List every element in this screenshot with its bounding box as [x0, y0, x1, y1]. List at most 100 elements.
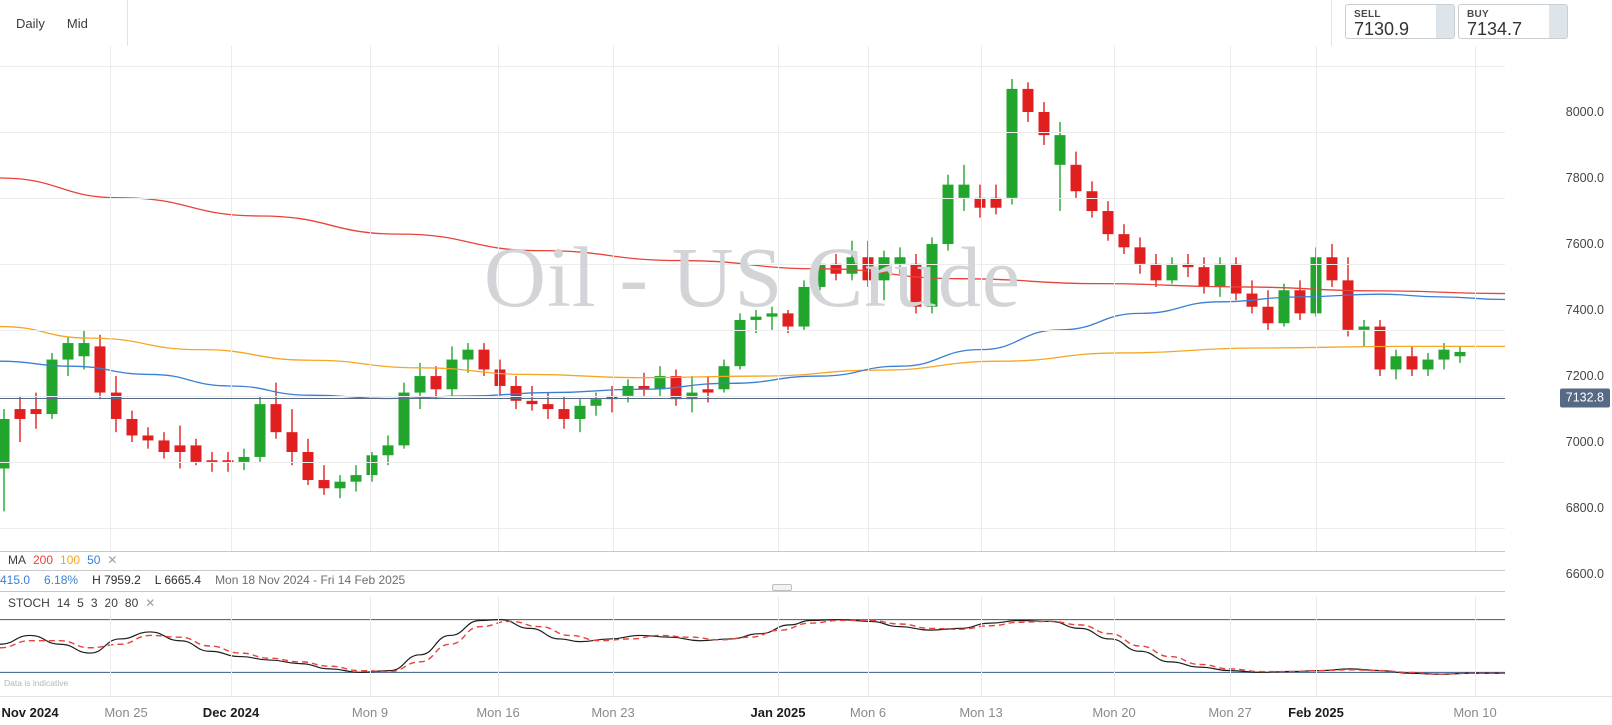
ma-indicator-legend[interactable]: MA 200 100 50 ✕	[8, 553, 117, 567]
sell-accent-strip	[1436, 5, 1454, 38]
date-axis-tick: Mon 16	[476, 705, 520, 720]
price-gridline	[0, 263, 1505, 265]
stoch-param-20[interactable]: 20	[104, 596, 118, 610]
price-gridline-vertical	[1475, 46, 1476, 551]
price-gridline	[0, 461, 1505, 463]
date-axis-tick: Dec 2024	[202, 705, 260, 720]
price-gridline-vertical	[110, 46, 111, 551]
price-gridline-vertical	[981, 46, 982, 551]
date-axis-tick: Mon 23	[591, 705, 635, 720]
buy-button[interactable]: BUY 7134.7	[1458, 4, 1568, 39]
price-gridline-vertical	[868, 46, 869, 551]
toolbar-left-group: Daily Mid	[16, 16, 88, 31]
date-axis-tick: Mon 13	[959, 705, 1003, 720]
buy-price: 7134.7	[1467, 19, 1523, 39]
price-gridline-vertical	[778, 46, 779, 551]
price-gridline-vertical	[1230, 46, 1231, 551]
price-gridline	[0, 65, 1505, 67]
panel-divider	[0, 591, 1505, 592]
date-axis-tick: Mon 25	[104, 705, 148, 720]
ma-remove-icon[interactable]: ✕	[107, 553, 118, 567]
stoch-gridline-vertical	[231, 596, 232, 696]
price-change: 415.0	[0, 573, 31, 587]
toolbar-divider-left	[127, 0, 128, 46]
stochastic-plot-area[interactable]	[0, 596, 1505, 696]
stoch-gridline-vertical	[1475, 596, 1476, 696]
stoch-remove-icon[interactable]: ✕	[145, 596, 156, 610]
date-axis-tick: Mon 27	[1208, 705, 1252, 720]
current-price-line	[0, 398, 1505, 400]
price-gridline	[0, 197, 1505, 199]
price-gridline-vertical	[231, 46, 232, 551]
price-gridline	[0, 395, 1505, 397]
price-type-selector[interactable]: Mid	[66, 16, 88, 31]
toolbar-divider-right	[1331, 0, 1332, 46]
buy-label: BUY	[1467, 9, 1490, 20]
price-gridline	[0, 527, 1505, 529]
price-plot-area[interactable]: Oil - US Crude	[0, 46, 1505, 551]
high-value: 7959.2	[104, 573, 141, 587]
stoch-gridline-vertical	[498, 596, 499, 696]
disclaimer-text: Data is indicative	[4, 678, 69, 688]
high-label: H	[92, 573, 101, 587]
price-gridline-vertical	[1316, 46, 1317, 551]
stochastic-pane[interactable]: 80 20	[0, 596, 1612, 696]
date-axis-tick: Mon 6	[849, 705, 887, 720]
date-axis-tick: Mon 10	[1453, 705, 1497, 720]
date-axis-tick: Jan 2025	[750, 705, 806, 720]
legend-mid-divider	[0, 570, 1505, 571]
stoch-gridline-vertical	[110, 596, 111, 696]
stochastic-series	[0, 618, 1505, 675]
date-axis[interactable]: Nov 2024 Mon 25 Dec 2024 Mon 9 Mon 16 Mon 23 J…	[0, 696, 1612, 725]
panel-resize-handle[interactable]	[772, 584, 792, 591]
ma-legend-name: MA	[8, 553, 26, 567]
price-axis-tick: 7600.0	[1565, 236, 1604, 251]
stoch-param-14[interactable]: 14	[56, 596, 71, 610]
stoch-gridline-vertical	[613, 596, 614, 696]
price-gridline-vertical	[613, 46, 614, 551]
price-axis-tick: 8000.0	[1565, 104, 1604, 119]
price-gridline	[0, 329, 1505, 331]
stoch-gridline-vertical	[1316, 596, 1317, 696]
date-axis-tick: Feb 2025	[1288, 705, 1344, 720]
price-axis-tick: 7000.0	[1565, 434, 1604, 449]
ma-period-200[interactable]: 200	[33, 553, 54, 567]
low-value: 6665.4	[164, 573, 202, 587]
stoch-gridline-vertical	[778, 596, 779, 696]
price-axis-tick: 6600.0	[1565, 566, 1604, 581]
price-axis-tick: 7800.0	[1565, 170, 1604, 185]
stoch-gridline-vertical	[868, 596, 869, 696]
stoch-gridline-vertical	[370, 596, 371, 696]
price-gridline	[0, 131, 1505, 133]
stoch-param-3[interactable]: 3	[90, 596, 98, 610]
sell-label: SELL	[1354, 9, 1381, 20]
sell-price: 7130.9	[1354, 19, 1410, 39]
date-axis-tick: Mon 9	[351, 705, 389, 720]
price-gridline-vertical	[1114, 46, 1115, 551]
candlestick-series	[0, 79, 1505, 512]
stoch-gridline-vertical	[981, 596, 982, 696]
buy-accent-strip	[1549, 5, 1567, 38]
price-gridline-vertical	[498, 46, 499, 551]
date-range: Mon 18 Nov 2024 - Fri 14 Feb 2025	[215, 573, 406, 587]
legend-top-divider	[0, 551, 1505, 552]
price-change-percent: 6.18%	[44, 573, 79, 587]
ma-period-50[interactable]: 50	[87, 553, 101, 567]
price-axis-tick: 7400.0	[1565, 302, 1604, 317]
stoch-param-5[interactable]: 5	[77, 596, 84, 610]
stoch-legend-name: STOCH	[8, 596, 50, 610]
sell-button[interactable]: SELL 7130.9	[1345, 4, 1455, 39]
chart-toolbar: Daily Mid SELL 7130.9 BUY 7134.7	[0, 0, 1612, 46]
stoch-param-80[interactable]: 80	[124, 596, 139, 610]
date-axis-tick: Nov 2024	[1, 705, 59, 720]
price-chart-pane[interactable]: Oil - US Crude 8000.0 7800.0 7600.0 7400.0 7…	[0, 46, 1612, 581]
date-axis-tick: Mon 20	[1092, 705, 1136, 720]
ma-period-100[interactable]: 100	[60, 553, 81, 567]
timeframe-selector[interactable]: Daily	[16, 16, 45, 31]
stoch-indicator-legend[interactable]: STOCH 14 5 3 20 80 ✕	[8, 596, 155, 610]
stoch-gridline-vertical	[1114, 596, 1115, 696]
ohlc-summary: 415.0 6.18% H 7959.2 L 6665.4 Mon 18 Nov 202…	[0, 573, 405, 587]
price-axis-tick: 6800.0	[1565, 500, 1604, 515]
low-label: L	[154, 573, 162, 587]
